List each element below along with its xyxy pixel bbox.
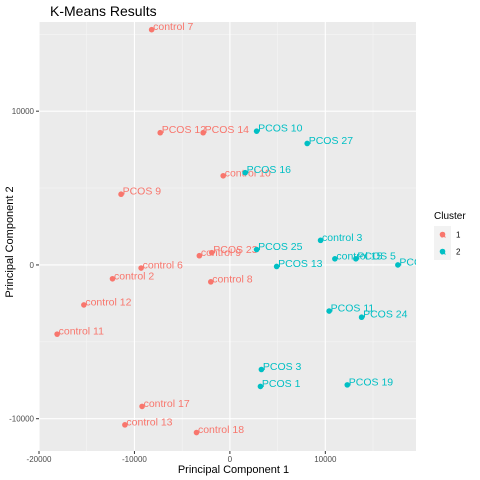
point-label: PCOS 3 [263, 361, 302, 373]
data-point [258, 366, 265, 373]
y-axis-title: Principal Component 2 [4, 186, 16, 297]
x-tick-label: -10000 [122, 455, 147, 464]
x-axis: -20000 -10000 0 10000 [27, 451, 337, 464]
data-point [157, 129, 164, 136]
point-label: control 15 [336, 250, 382, 262]
data-point [122, 422, 128, 428]
data-point [109, 275, 116, 282]
data-point [257, 383, 264, 390]
point-label: PCOS 24 [363, 309, 408, 321]
data-point [317, 237, 324, 244]
point-label: PCOS 19 [349, 376, 394, 388]
y-tick-label: 0 [30, 261, 35, 270]
data-point [138, 265, 144, 271]
point-label: PCOS 27 [309, 135, 354, 147]
point-label: PCOS 12 [162, 124, 207, 136]
data-point [54, 331, 60, 337]
point-label: control 13 [126, 416, 172, 428]
data-point [118, 191, 124, 198]
point-label: control 11 [59, 326, 104, 338]
data-point [253, 246, 260, 253]
plot-panel [39, 22, 416, 451]
point-label: PCOS 5 [357, 250, 396, 262]
x-tick-label: 10000 [314, 455, 337, 464]
y-tick-label: -10000 [9, 415, 34, 424]
point-label: control 18 [198, 424, 244, 436]
point-label: PCOS 13 [278, 258, 323, 270]
data-point [148, 26, 155, 33]
legend-title: Cluster [434, 211, 466, 222]
y-tick-label: 10000 [12, 107, 35, 116]
data-point [208, 249, 215, 256]
point-label: PCOS 14 [205, 124, 250, 136]
major-gridlines [38, 22, 416, 451]
point-label: control 7 [153, 21, 193, 33]
x-tick-label: 0 [228, 455, 233, 464]
data-point [304, 140, 310, 147]
point-label: control 6 [143, 260, 183, 272]
data-point [273, 263, 280, 270]
data-point [220, 172, 227, 179]
data-point [193, 429, 200, 436]
point-label: PCOS 9 [123, 186, 162, 198]
point-label: control 12 [85, 296, 131, 308]
point-label: control 17 [144, 398, 190, 410]
point-label: PCOS 16 [247, 164, 292, 176]
point-label: PCOS 25 [258, 241, 303, 253]
legend-label: 1 [456, 231, 461, 240]
point-label: control 3 [322, 232, 362, 244]
point-label: control 8 [212, 273, 252, 285]
legend-key-letter: a [440, 229, 446, 241]
chart-title: K-Means Results [50, 3, 157, 19]
point-label: PCOS 1 [262, 378, 301, 390]
point-label: PCOS 11 [331, 303, 375, 315]
point-label: control 2 [114, 270, 154, 282]
data-point [139, 403, 145, 410]
x-tick-label: -20000 [27, 455, 52, 464]
data-point [200, 129, 206, 136]
legend: Cluster a 1 a 2 [434, 211, 466, 260]
data-point [326, 308, 332, 314]
data-point [332, 255, 338, 262]
x-axis-title: Principal Component 1 [178, 464, 289, 476]
data-point [242, 169, 248, 176]
data-point [81, 302, 87, 308]
minor-gridlines [39, 22, 416, 451]
data-point [196, 252, 203, 259]
legend-key-letter: a [440, 246, 446, 258]
point-label: control 9 [201, 247, 241, 259]
legend-key-point [439, 231, 446, 238]
y-axis: -10000 0 10000 [9, 107, 39, 424]
point-label: PCOS 10 [258, 123, 303, 135]
point-label: PCOS 23 [213, 244, 258, 256]
data-point [395, 262, 401, 268]
data-point [353, 255, 359, 262]
legend-key-point [439, 248, 446, 255]
data-point [207, 279, 214, 285]
point-label: PCOS [399, 256, 429, 268]
data-point [253, 128, 260, 134]
legend-label: 2 [456, 248, 461, 257]
data-point [358, 314, 365, 321]
data-point [344, 382, 351, 388]
